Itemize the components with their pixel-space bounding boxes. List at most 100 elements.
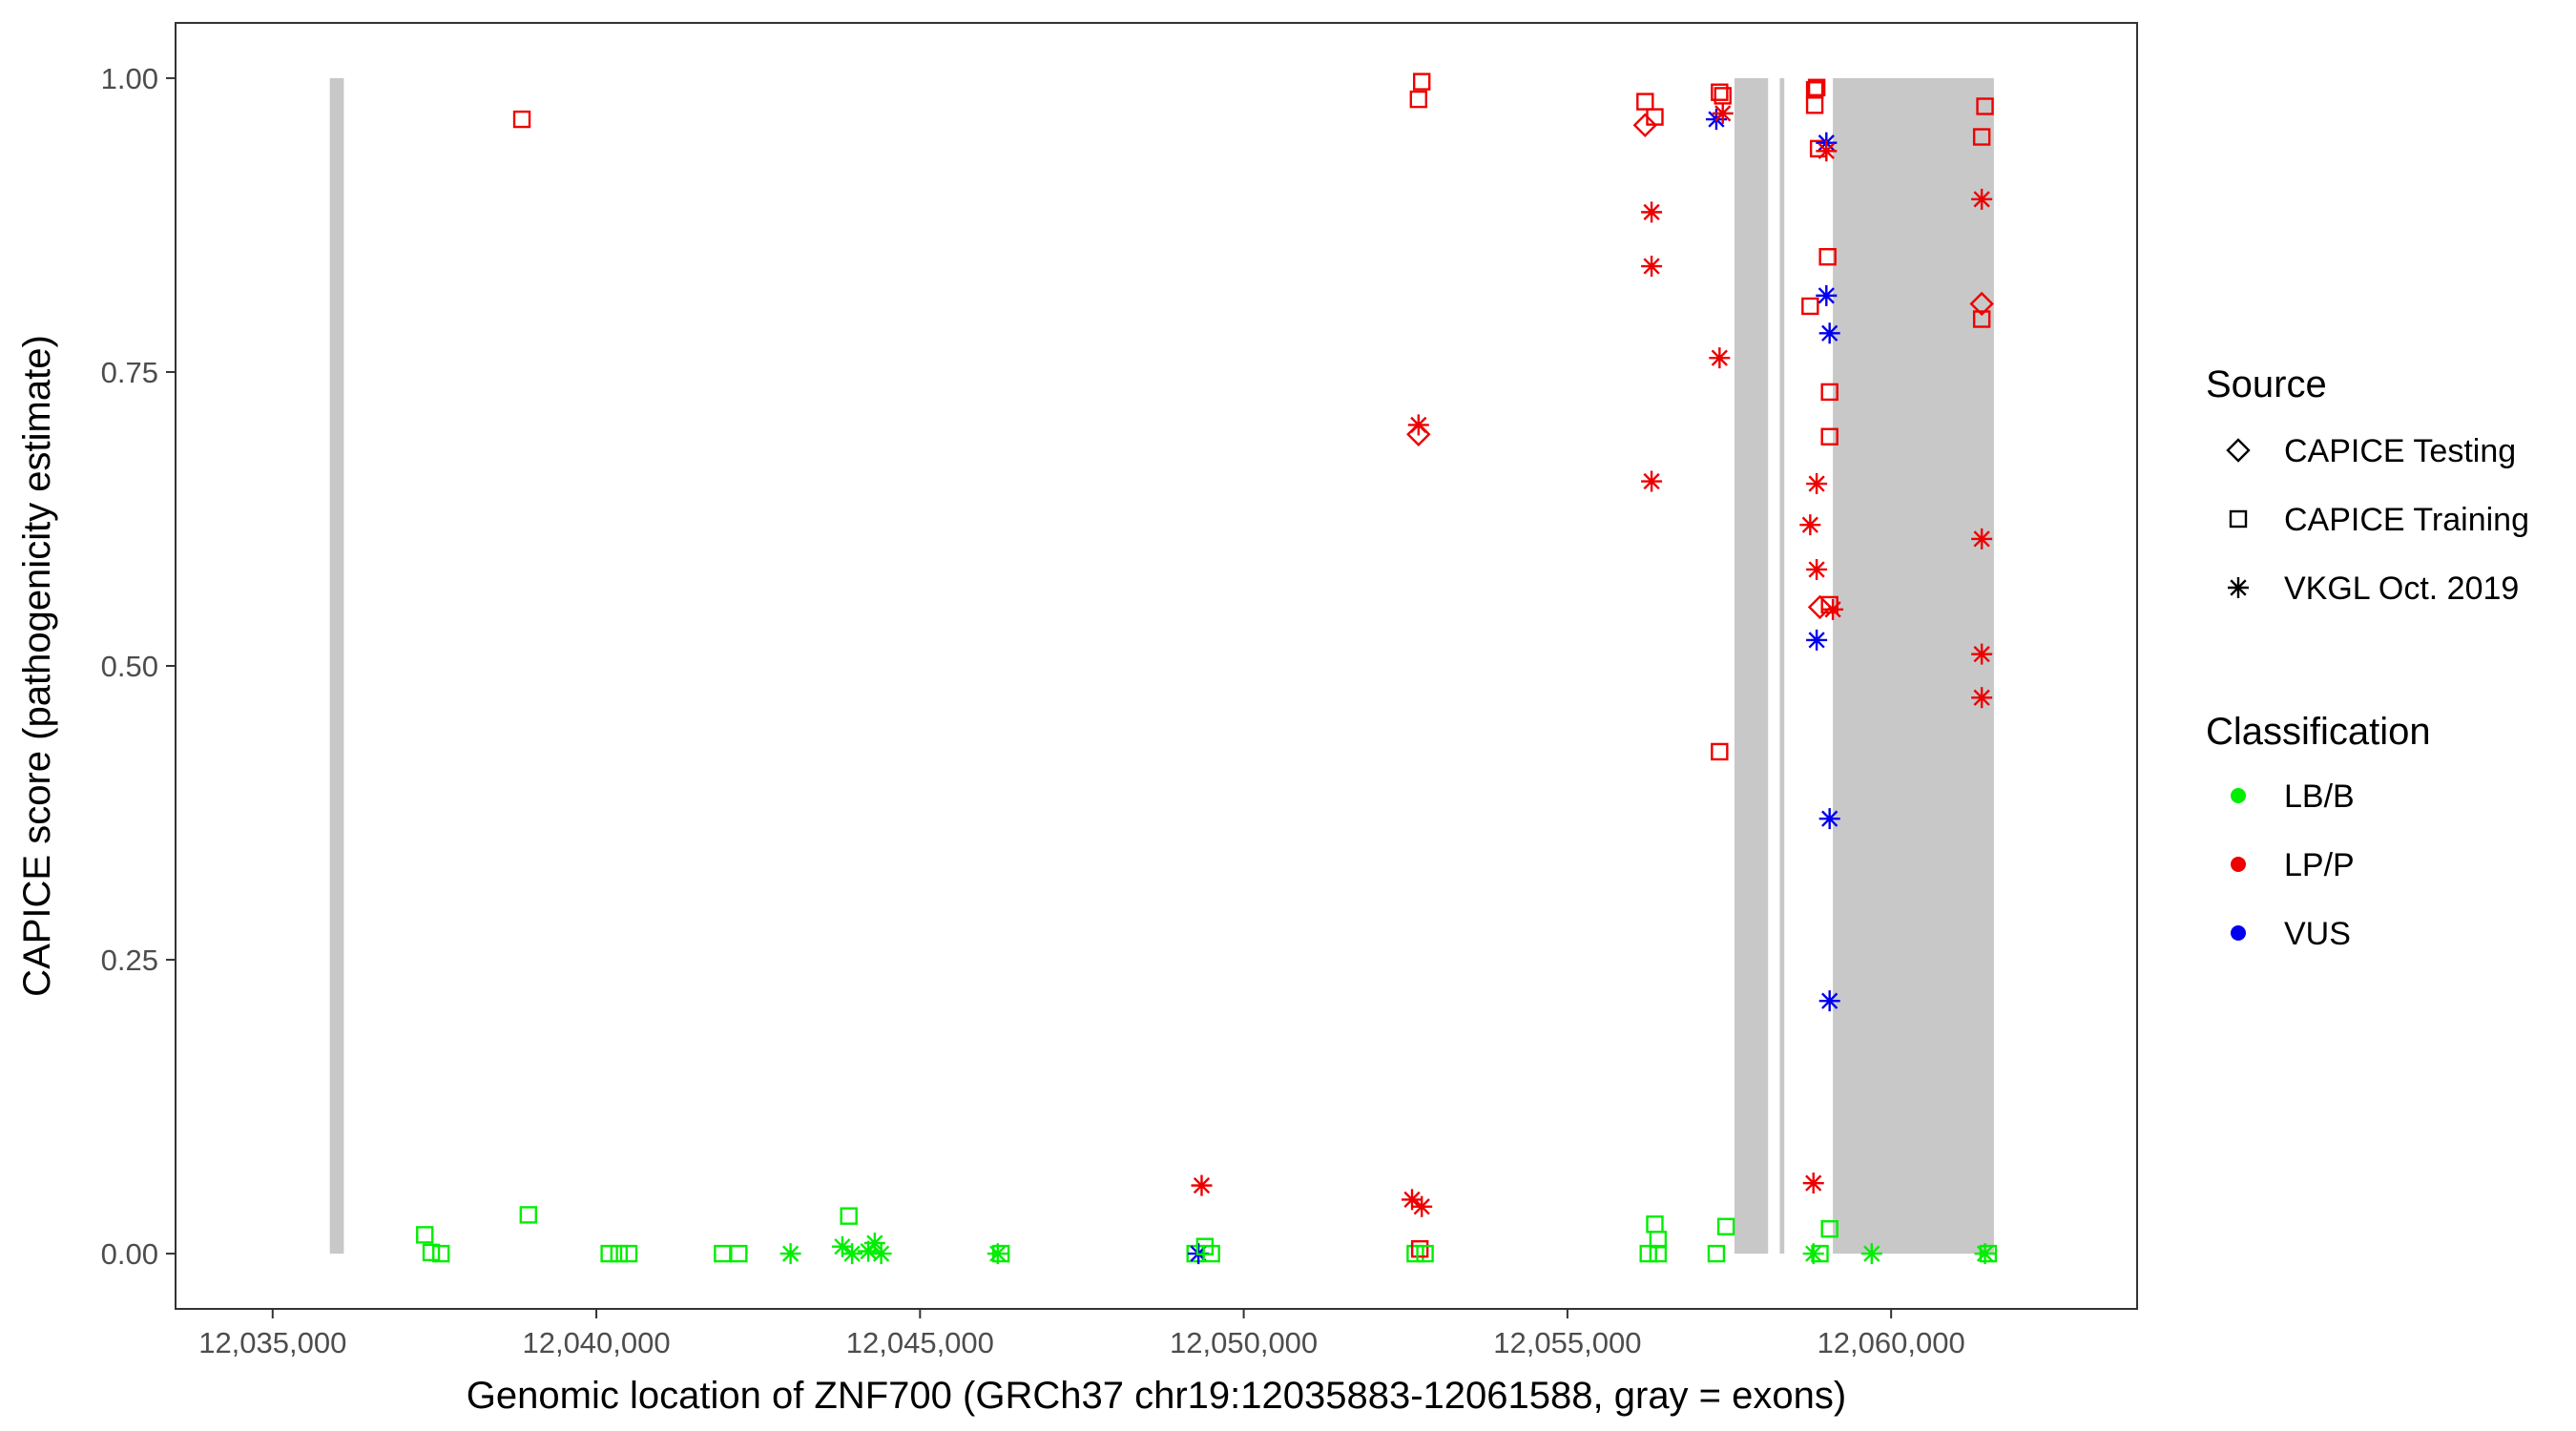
data-point [1711, 742, 1729, 761]
data-point [1816, 140, 1838, 162]
data-point [1402, 1189, 1423, 1211]
data-point [1641, 470, 1663, 492]
data-point [1641, 201, 1663, 223]
legend-classification-title: Classification [2206, 711, 2431, 753]
exon-region [1833, 77, 1994, 1255]
exon-regions [329, 77, 1994, 1255]
data-point [1802, 1243, 1824, 1265]
data-point [1641, 256, 1663, 278]
data-point [1818, 808, 1840, 830]
data-point [841, 1243, 863, 1265]
data-point [730, 1244, 748, 1263]
legend-classification-label: LP/P [2284, 847, 2355, 883]
legend-classification-label: LB/B [2284, 778, 2355, 815]
data-point [1820, 383, 1839, 402]
data-point [610, 1244, 629, 1263]
y-tick-label: 0.50 [101, 650, 158, 683]
x-tick-label: 12,035,000 [198, 1326, 346, 1359]
data-point [1799, 514, 1821, 536]
legend-source-label: CAPICE Testing [2284, 433, 2516, 469]
data-point [1410, 1239, 1429, 1258]
data-point [1711, 83, 1729, 101]
exon-region [1734, 77, 1769, 1255]
y-axis-title: CAPICE score (pathogenicity estimate) [16, 335, 58, 997]
data-point [519, 1206, 538, 1224]
data-point [840, 1207, 858, 1225]
legend-source: Source CAPICE Testing CAPICE Training VKGL… [2206, 363, 2529, 607]
data-point [1971, 188, 1993, 210]
y-axis: 0.00 0.25 0.50 0.75 1.00 [101, 62, 176, 1271]
exon-region [1779, 77, 1785, 1255]
data-point [1802, 1172, 1824, 1194]
data-point [1805, 96, 1824, 114]
data-point [1712, 102, 1734, 124]
data-point [1709, 347, 1731, 369]
data-point [858, 1240, 880, 1262]
legend-classification-key [2231, 857, 2246, 872]
data-point [1636, 93, 1654, 111]
data-point [1406, 1244, 1424, 1263]
data-point [1818, 322, 1840, 344]
data-point [831, 1235, 853, 1257]
legend-classification: Classification LB/B LP/P VUS [2206, 711, 2431, 952]
data-point [1860, 1243, 1882, 1265]
y-tick-label: 0.75 [101, 356, 158, 389]
x-tick-label: 12,045,000 [846, 1326, 994, 1359]
legend-source-label: VKGL Oct. 2019 [2284, 570, 2519, 607]
data-point [1416, 1244, 1434, 1263]
x-tick-label: 12,050,000 [1170, 1326, 1318, 1359]
data-point [1646, 108, 1664, 126]
data-point [432, 1244, 450, 1263]
data-point [1649, 1244, 1668, 1263]
y-tick-label: 0.00 [101, 1237, 158, 1271]
data-point [1971, 687, 1993, 709]
data-point [1818, 248, 1837, 266]
legend-source-key [2226, 438, 2251, 463]
data-point [1976, 97, 1994, 115]
data-point [987, 1243, 1008, 1265]
data-point [779, 1243, 801, 1265]
data-point [1191, 1174, 1213, 1196]
data-point [1406, 422, 1431, 446]
data-point [416, 1226, 434, 1244]
data-point [1806, 558, 1828, 580]
legend-source-key [2228, 577, 2249, 598]
data-point [1816, 284, 1838, 306]
data-point [1971, 528, 1993, 550]
data-point [1649, 1231, 1668, 1249]
data-point [1822, 598, 1844, 620]
legend-source-title: Source [2206, 363, 2327, 405]
x-axis: 12,035,000 12,040,000 12,045,000 12,050,000… [198, 1309, 1965, 1359]
exon-region [329, 77, 344, 1255]
data-point [1811, 1244, 1829, 1263]
data-point [1979, 1244, 1998, 1263]
data-point [1972, 310, 1991, 328]
legend-classification-key [2231, 788, 2246, 803]
legend-source-label: CAPICE Training [2284, 502, 2529, 538]
data-point [1632, 113, 1657, 137]
data-point [422, 1243, 441, 1262]
data-point [1411, 1195, 1433, 1217]
x-axis-title: Genomic location of ZNF700 (GRCh37 chr19… [467, 1375, 1846, 1417]
data-point [1974, 1243, 1996, 1265]
legend-classification-key [2231, 925, 2246, 941]
x-tick-label: 12,040,000 [522, 1326, 670, 1359]
data-point [1820, 427, 1839, 446]
data-point [863, 1233, 885, 1254]
x-tick-label: 12,060,000 [1818, 1326, 1965, 1359]
data-point [1806, 629, 1828, 651]
data-point [1806, 473, 1828, 495]
data-point [1409, 90, 1428, 109]
data-point [1801, 297, 1819, 316]
data-point [991, 1244, 1010, 1263]
data-point [1639, 1244, 1657, 1263]
data-point [1202, 1244, 1220, 1263]
data-point [512, 110, 531, 129]
x-tick-label: 12,055,000 [1493, 1326, 1641, 1359]
y-tick-label: 1.00 [101, 62, 158, 95]
y-tick-label: 0.25 [101, 944, 158, 977]
data-point [1969, 291, 1994, 317]
data-point [1716, 1217, 1735, 1235]
